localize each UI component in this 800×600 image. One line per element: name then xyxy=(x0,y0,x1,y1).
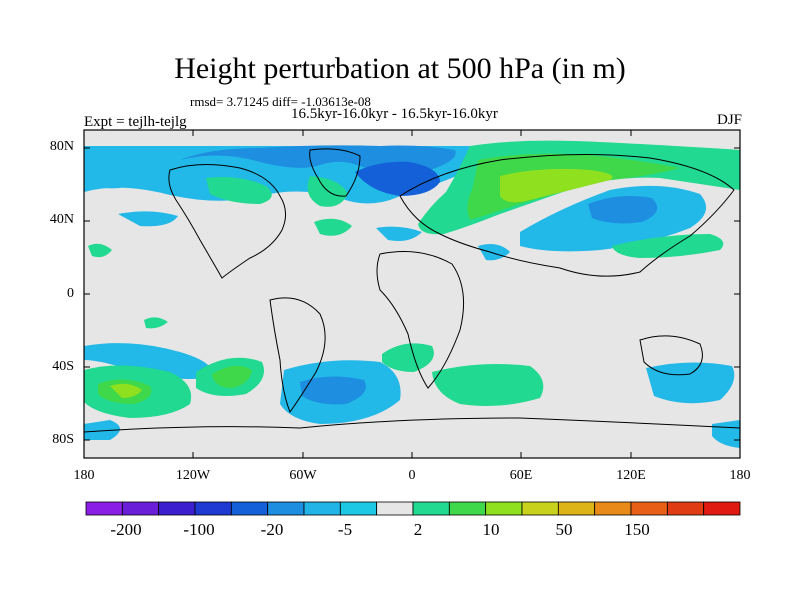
colorbar-label: -100 xyxy=(183,520,215,539)
experiment-label: Expt = tejlh-tejlg xyxy=(84,114,187,130)
colorbar-swatch xyxy=(267,501,305,516)
coastline-australia xyxy=(639,335,703,376)
colorbar-swatch xyxy=(303,501,341,516)
lat-label: 40S xyxy=(52,359,74,374)
contour-region xyxy=(212,365,252,388)
contour-region xyxy=(300,376,366,405)
contour-region xyxy=(110,383,142,398)
coastlines xyxy=(83,148,741,433)
stats-line: rmsd= 3.71245 diff= -1.03613e-08 xyxy=(190,94,371,109)
contour-region xyxy=(144,317,168,329)
contour-region xyxy=(500,168,613,203)
axis-ticks xyxy=(83,130,741,458)
colorbar-swatch xyxy=(448,501,487,516)
contour-region xyxy=(612,234,724,258)
colorbar-swatch xyxy=(666,501,705,516)
colorbar-swatch xyxy=(230,501,269,516)
coastline-antarctica xyxy=(83,417,741,433)
colorbar-swatch xyxy=(485,501,523,516)
colorbar-label: 150 xyxy=(624,520,650,539)
subtitle: 16.5kyr-16.0kyr - 16.5kyr-16.0kyr xyxy=(291,106,498,122)
lon-label: 0 xyxy=(408,468,416,483)
map-panel xyxy=(83,129,741,459)
contour-region xyxy=(314,218,352,236)
season-label: DJF xyxy=(716,112,742,128)
lon-label: 120E xyxy=(616,468,646,483)
lat-label: 0 xyxy=(67,286,74,301)
contour-region xyxy=(432,364,544,406)
lat-label: 80N xyxy=(49,139,74,154)
contour-region xyxy=(355,161,440,196)
lat-label: 40N xyxy=(49,212,74,227)
colorbar-swatch xyxy=(630,501,668,516)
lon-label: 180 xyxy=(73,468,95,483)
contour-region xyxy=(84,343,212,379)
contour-fills xyxy=(84,140,740,448)
colorbar-label: 50 xyxy=(555,520,573,539)
colorbar-swatch xyxy=(85,501,123,516)
coastline-south-america xyxy=(269,297,326,414)
colorbar-swatch xyxy=(339,501,378,516)
colorbar-label: -200 xyxy=(110,520,142,539)
contour-region xyxy=(84,163,134,189)
contour-region xyxy=(206,177,272,204)
contour-region xyxy=(382,343,434,372)
coastline-eurasia xyxy=(399,153,735,277)
colorbar-swatch xyxy=(121,501,160,516)
coastline-north-america xyxy=(168,163,286,279)
colorbar-label: -20 xyxy=(260,520,284,539)
lon-label: 120W xyxy=(175,468,211,483)
lon-label: 180 xyxy=(729,468,751,483)
contour-region xyxy=(118,211,178,227)
colorbar-label: 10 xyxy=(482,520,500,539)
contour-region xyxy=(588,196,658,224)
colorbar-swatch xyxy=(194,501,232,516)
lat-label: 80S xyxy=(52,432,74,447)
plot-title: Height perturbation at 500 hPa (in m) xyxy=(174,52,626,85)
colorbar-swatch xyxy=(703,501,741,516)
lon-label: 60E xyxy=(509,468,533,483)
contour-region xyxy=(84,420,120,440)
colorbar-label: -5 xyxy=(337,520,353,539)
colorbar-label: 2 xyxy=(413,520,423,539)
colorbar-swatch xyxy=(521,501,559,516)
contour-region xyxy=(376,226,422,241)
contour-region xyxy=(646,362,735,404)
colorbar-swatch xyxy=(158,501,196,516)
contour-region xyxy=(478,244,510,261)
colorbar-swatch xyxy=(557,501,596,516)
coastline-greenland xyxy=(309,148,361,197)
contour-region xyxy=(88,243,112,258)
colorbar xyxy=(85,501,741,516)
colorbar-swatch xyxy=(376,501,414,516)
lon-label: 60W xyxy=(289,468,317,483)
coastline-africa xyxy=(376,251,465,389)
colorbar-swatch xyxy=(594,501,632,516)
colorbar-swatch xyxy=(412,501,450,516)
